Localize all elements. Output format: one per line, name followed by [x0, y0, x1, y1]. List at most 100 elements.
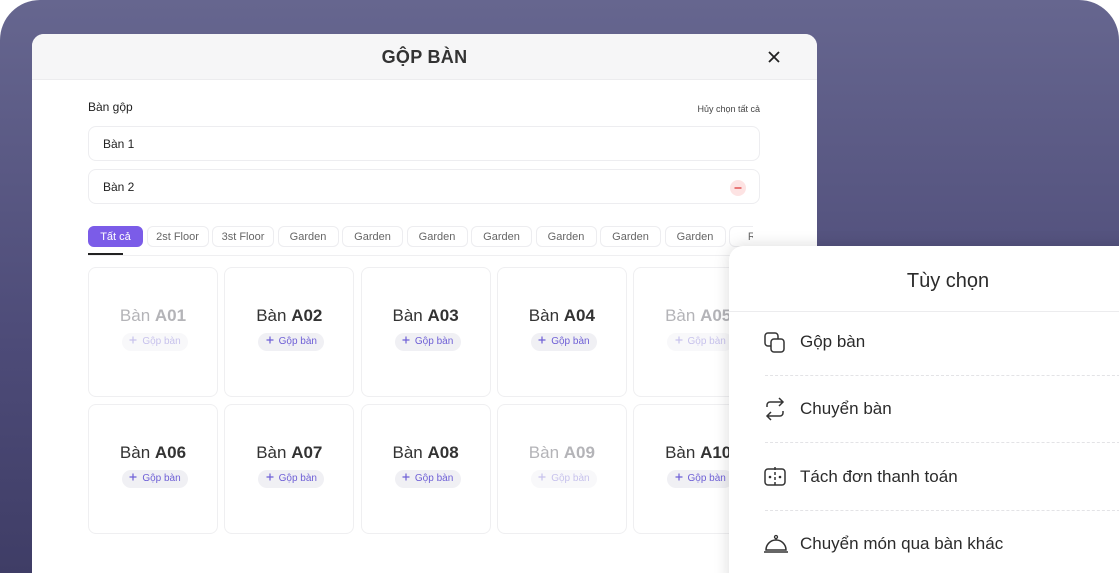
merge-button[interactable]: Gộp bàn	[258, 333, 325, 351]
option-divider	[765, 510, 1119, 511]
clear-all-link[interactable]: Hủy chọn tất cả	[697, 104, 760, 114]
option-item[interactable]: Chuyển bàn	[800, 399, 892, 418]
table-name: Bàn A07	[225, 443, 353, 463]
close-button[interactable]	[767, 50, 781, 64]
plus-icon	[266, 336, 274, 344]
merge-button-label: Gộp bàn	[142, 473, 181, 484]
plus-icon	[129, 473, 137, 481]
plus-icon	[266, 473, 274, 481]
dish-icon	[764, 534, 788, 553]
merge-button[interactable]: Gộp bàn	[394, 333, 461, 351]
plus-icon	[129, 336, 137, 344]
tab-divider	[88, 255, 760, 256]
merge-button[interactable]: Gộp bàn	[122, 470, 188, 488]
table-code: A06	[154, 443, 187, 462]
filter-tab[interactable]: Garden	[600, 226, 661, 247]
merge-button-label: Gộp bàn	[414, 336, 454, 347]
merge-button-label: Gộp bàn	[414, 473, 454, 484]
table-card: Bàn A01 Gộp bàn	[88, 267, 218, 397]
selected-table: Bàn 2	[88, 169, 760, 204]
plus-icon	[675, 473, 682, 481]
merge-button-label: Gộp bàn	[687, 473, 726, 484]
filter-tab[interactable]: 2st Floor	[146, 226, 209, 247]
option-divider	[765, 442, 1119, 443]
merge-button[interactable]: Gộp bàn	[667, 470, 734, 488]
table-prefix: Bàn	[528, 306, 560, 325]
merge-button: Gộp bàn	[667, 333, 734, 351]
selected-table: Bàn 1	[88, 126, 760, 161]
table-card: Bàn A09 Gộp bàn	[496, 404, 627, 534]
filter-tab[interactable]: Garden	[342, 226, 403, 247]
merge-button-label: Gộp bàn	[278, 336, 317, 347]
option-item[interactable]: Gộp bàn	[800, 332, 866, 351]
filter-tab[interactable]: Tất cả	[88, 226, 143, 247]
panel-divider	[729, 311, 1119, 312]
plus-icon	[538, 473, 546, 481]
option-divider	[765, 375, 1119, 376]
merge-button-label: Gộp bàn	[278, 473, 317, 484]
table-name: Bàn A08	[362, 443, 490, 463]
table-code: A10	[700, 443, 732, 462]
merge-button[interactable]: Gộp bàn	[258, 470, 325, 488]
modal-header: GỘP BÀN	[32, 34, 817, 80]
table-prefix: Bàn	[528, 443, 560, 462]
merge-button-label: Gộp bàn	[551, 336, 590, 347]
table-code: A04	[563, 306, 595, 325]
modal-title: GỘP BÀN	[381, 47, 468, 67]
table-prefix: Bàn	[119, 443, 151, 462]
table-prefix: Bàn	[665, 443, 696, 462]
option-item[interactable]: Chuyển món qua bàn khác	[800, 534, 1004, 553]
plus-icon	[675, 336, 682, 344]
table-name: Bàn A09	[498, 443, 626, 463]
filter-tab[interactable]: Garden	[664, 226, 726, 247]
merge-button[interactable]: Gộp bàn	[530, 333, 597, 351]
transfer-icon	[765, 397, 785, 421]
merge-icon	[764, 332, 785, 353]
merge-button: Gộp bàn	[122, 333, 188, 351]
merge-button-label: Gộp bàn	[142, 336, 181, 347]
filter-tab[interactable]: Garden	[406, 226, 468, 247]
filter-tab[interactable]: Roof	[729, 226, 753, 247]
table-card: Bàn A08 Gộp bàn	[360, 404, 491, 534]
merge-button-label: Gộp bàn	[551, 473, 590, 484]
table-code: A08	[427, 443, 459, 462]
table-card: Bàn A07 Gộp bàn	[224, 404, 355, 534]
merge-button: Gộp bàn	[530, 470, 597, 488]
table-name: Bàn A04	[498, 306, 626, 326]
table-prefix: Bàn	[665, 306, 696, 325]
tab-underline	[88, 253, 123, 255]
table-code: A05	[700, 306, 732, 325]
table-name: Bàn A01	[89, 306, 217, 326]
table-code: A03	[427, 306, 459, 325]
table-code: A09	[563, 443, 595, 462]
table-card: Bàn A02 Gộp bàn	[224, 267, 355, 397]
table-name: Bàn A02	[225, 306, 353, 326]
table-prefix: Bàn	[256, 443, 287, 462]
table-name: Bàn A10	[634, 443, 762, 463]
filter-tab[interactable]: Garden	[535, 226, 597, 247]
filter-tab[interactable]: 3st Floor	[212, 226, 274, 247]
remove-button[interactable]	[729, 179, 747, 197]
table-code: A07	[291, 443, 323, 462]
table-name: Bàn A05	[634, 306, 762, 326]
split-icon	[764, 467, 786, 487]
filter-tab[interactable]: Garden	[471, 226, 532, 247]
merge-button[interactable]: Gộp bàn	[394, 470, 461, 488]
merge-button-label: Gộp bàn	[687, 336, 726, 347]
table-prefix: Bàn	[119, 306, 151, 325]
panel-title: Tùy chọn	[906, 270, 990, 292]
filter-tab[interactable]: Garden	[277, 226, 339, 247]
option-item[interactable]: Tách đơn thanh toán	[800, 467, 958, 486]
plus-icon	[538, 336, 546, 344]
table-code: A02	[291, 306, 323, 325]
merge-modal: GỘP BÀN Bàn gộp Hủy chọn tất cả Bàn 1 Bà…	[32, 34, 817, 573]
table-card: Bàn A06 Gộp bàn	[88, 404, 218, 534]
options-panel: Tùy chọn Gộp bàn Chuyển bàn Tách đơn tha…	[729, 246, 1119, 573]
table-name: Bàn A06	[89, 443, 217, 463]
table-prefix: Bàn	[256, 306, 287, 325]
table-prefix: Bàn	[392, 443, 423, 462]
table-card: Bàn A03 Gộp bàn	[360, 267, 491, 397]
plus-icon	[402, 336, 410, 344]
